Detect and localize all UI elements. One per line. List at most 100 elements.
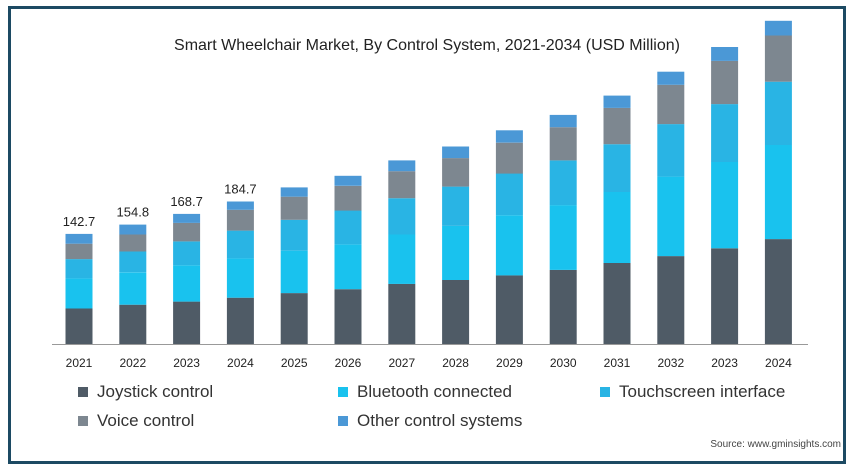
- bar-segment-bluetooth-connected-13: [764, 145, 792, 240]
- bar-segment-voice-control-2: [173, 222, 201, 242]
- bar-segment-bluetooth-connected-7: [442, 226, 470, 280]
- bar-segment-voice-control-1: [119, 234, 147, 252]
- bar-segment-touchscreen-interface-6: [388, 198, 416, 235]
- bar-segment-bluetooth-connected-11: [657, 176, 685, 257]
- bar-segment-other-control-systems-7: [442, 146, 470, 159]
- bar-segment-other-control-systems-2: [173, 213, 201, 223]
- bar-segment-voice-control-7: [442, 158, 470, 187]
- bar-segment-touchscreen-interface-13: [764, 81, 792, 145]
- bar-segment-joystick-control-3: [226, 297, 254, 344]
- bar-segment-bluetooth-connected-5: [334, 244, 362, 290]
- chart-title: Smart Wheelchair Market, By Control Syst…: [174, 37, 680, 54]
- legend-label: Touchscreen interface: [619, 382, 786, 401]
- x-tick-label-13: 2024: [765, 356, 792, 370]
- x-tick-label-12: 2023: [711, 356, 738, 370]
- bar-segment-voice-control-11: [657, 84, 685, 125]
- x-tick-label-1: 2022: [119, 356, 146, 370]
- bar-segment-voice-control-4: [280, 196, 308, 220]
- legend-item-touchscreen-interface: Touchscreen interface: [600, 382, 785, 402]
- bar-segment-joystick-control-6: [388, 283, 416, 344]
- bar-segment-voice-control-3: [226, 209, 254, 231]
- x-tick-label-7: 2028: [442, 356, 469, 370]
- legend-item-voice-control: Voice control: [78, 411, 194, 431]
- bar-segment-joystick-control-1: [119, 304, 147, 344]
- bar-segment-touchscreen-interface-10: [603, 144, 631, 192]
- bar-segment-touchscreen-interface-8: [495, 173, 523, 216]
- bar-segment-joystick-control-12: [711, 248, 739, 344]
- x-tick-label-5: 2026: [335, 356, 362, 370]
- bar-segment-other-control-systems-1: [119, 224, 147, 235]
- bar-segment-other-control-systems-3: [226, 201, 254, 210]
- bar-segment-other-control-systems-10: [603, 95, 631, 108]
- bar-segment-touchscreen-interface-1: [119, 251, 147, 273]
- bar-segment-other-control-systems-0: [65, 233, 93, 244]
- bar-segment-joystick-control-2: [173, 301, 201, 344]
- legend-item-bluetooth-connected: Bluetooth connected: [338, 382, 512, 402]
- bar-segment-joystick-control-13: [764, 239, 792, 344]
- bar-segment-other-control-systems-5: [334, 175, 362, 186]
- bar-segment-bluetooth-connected-1: [119, 272, 147, 305]
- bar-segment-bluetooth-connected-3: [226, 258, 254, 298]
- bar-segment-other-control-systems-8: [495, 130, 523, 143]
- x-tick-label-3: 2024: [227, 356, 254, 370]
- bar-segment-bluetooth-connected-12: [711, 161, 739, 249]
- legend-item-other-control-systems: Other control systems: [338, 411, 522, 431]
- chart-frame: Smart Wheelchair Market, By Control Syst…: [8, 6, 846, 464]
- bar-segment-touchscreen-interface-7: [442, 186, 470, 226]
- bar-segment-voice-control-9: [549, 127, 577, 161]
- bar-segment-touchscreen-interface-4: [280, 219, 308, 251]
- x-tick-label-10: 2031: [604, 356, 631, 370]
- bar-segment-touchscreen-interface-3: [226, 230, 254, 259]
- bar-segment-touchscreen-interface-12: [711, 104, 739, 162]
- bar-segment-bluetooth-connected-10: [603, 192, 631, 263]
- bar-segment-voice-control-5: [334, 185, 362, 211]
- bar-segment-bluetooth-connected-4: [280, 250, 308, 294]
- bar-segment-bluetooth-connected-8: [495, 215, 523, 276]
- bar-segment-other-control-systems-9: [549, 114, 577, 128]
- legend-swatch: [600, 387, 610, 397]
- bar-segment-joystick-control-9: [549, 269, 577, 344]
- legend-swatch: [338, 387, 348, 397]
- data-label-0: 142.7: [63, 214, 96, 229]
- bar-segment-joystick-control-5: [334, 289, 362, 344]
- legend-label: Bluetooth connected: [357, 382, 513, 401]
- data-label-2: 168.7: [170, 194, 203, 209]
- data-label-3: 184.7: [224, 182, 257, 197]
- bar-segment-joystick-control-10: [603, 263, 631, 344]
- bar-segment-bluetooth-connected-2: [173, 265, 201, 302]
- x-tick-label-0: 2021: [66, 356, 93, 370]
- legend-item-joystick-control: Joystick control: [78, 382, 213, 402]
- bar-segment-voice-control-6: [388, 171, 416, 199]
- data-label-1: 154.8: [117, 205, 150, 220]
- legend-swatch: [338, 416, 348, 426]
- bar-segment-touchscreen-interface-2: [173, 241, 201, 266]
- bar-segment-joystick-control-8: [495, 275, 523, 344]
- bar-segment-other-control-systems-12: [711, 47, 739, 61]
- bar-segment-voice-control-13: [764, 35, 792, 82]
- bar-segment-voice-control-0: [65, 243, 93, 260]
- bar-segment-joystick-control-11: [657, 256, 685, 344]
- bar-segment-joystick-control-0: [65, 308, 93, 344]
- x-tick-label-8: 2029: [496, 356, 523, 370]
- legend-label: Voice control: [97, 411, 195, 430]
- bar-segment-other-control-systems-4: [280, 187, 308, 197]
- bar-segment-bluetooth-connected-9: [549, 205, 577, 270]
- bar-segment-other-control-systems-13: [764, 20, 792, 36]
- bar-segment-bluetooth-connected-0: [65, 278, 93, 309]
- bar-segment-joystick-control-4: [280, 293, 308, 344]
- legend-swatch: [78, 387, 88, 397]
- x-tick-label-2: 2023: [173, 356, 200, 370]
- bar-segment-other-control-systems-6: [388, 160, 416, 172]
- bar-segment-other-control-systems-11: [657, 71, 685, 85]
- bar-segment-voice-control-10: [603, 107, 631, 145]
- legend-label: Joystick control: [97, 382, 214, 401]
- legend-swatch: [78, 416, 88, 426]
- bar-segment-joystick-control-7: [442, 280, 470, 344]
- x-tick-label-4: 2025: [281, 356, 308, 370]
- bar-segment-voice-control-12: [711, 60, 739, 105]
- source-note: Source: www.gminsights.com: [710, 439, 841, 450]
- bar-segment-bluetooth-connected-6: [388, 234, 416, 284]
- x-tick-label-9: 2030: [550, 356, 577, 370]
- legend-label: Other control systems: [357, 411, 523, 430]
